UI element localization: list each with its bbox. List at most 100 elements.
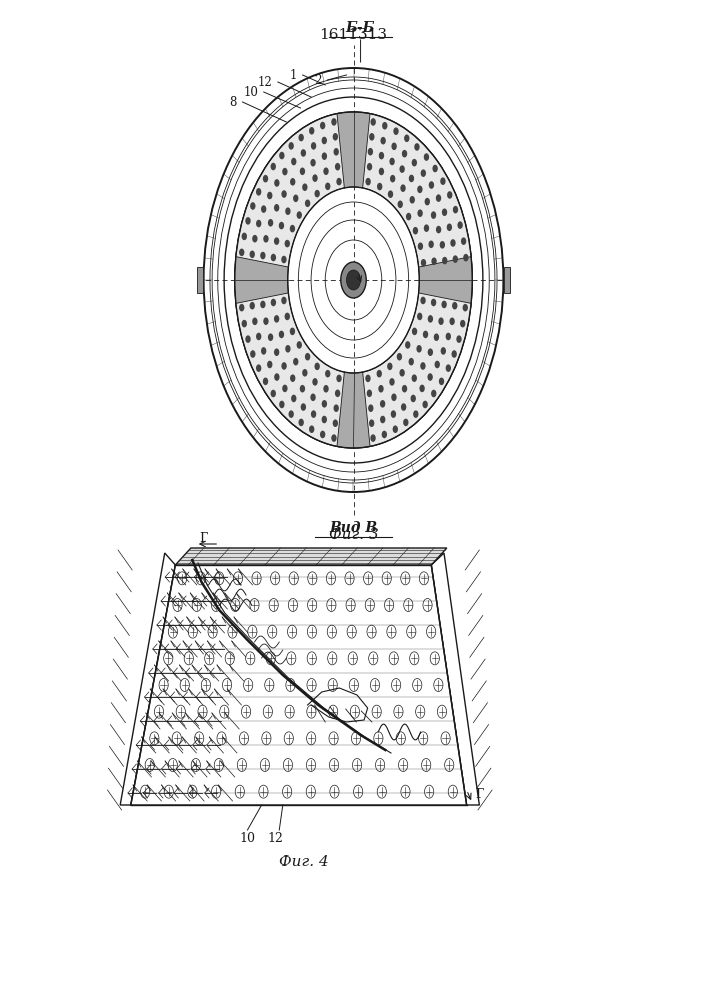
Text: Фиг. 4: Фиг. 4 bbox=[279, 855, 329, 869]
Circle shape bbox=[423, 401, 428, 408]
Polygon shape bbox=[337, 112, 370, 188]
Circle shape bbox=[431, 257, 437, 265]
Circle shape bbox=[309, 127, 315, 135]
Circle shape bbox=[452, 206, 458, 213]
Circle shape bbox=[300, 168, 305, 175]
Circle shape bbox=[290, 225, 295, 232]
Polygon shape bbox=[419, 257, 472, 303]
Circle shape bbox=[431, 390, 436, 397]
Circle shape bbox=[296, 211, 302, 219]
Circle shape bbox=[450, 318, 455, 325]
Circle shape bbox=[341, 262, 366, 298]
Circle shape bbox=[300, 385, 305, 392]
Circle shape bbox=[256, 333, 262, 340]
Circle shape bbox=[300, 403, 306, 411]
Circle shape bbox=[388, 190, 393, 198]
Circle shape bbox=[377, 183, 382, 190]
Circle shape bbox=[290, 328, 295, 335]
Polygon shape bbox=[361, 291, 472, 447]
Circle shape bbox=[305, 199, 310, 207]
Circle shape bbox=[242, 233, 247, 240]
Circle shape bbox=[267, 361, 272, 368]
Circle shape bbox=[279, 152, 284, 159]
Circle shape bbox=[452, 350, 457, 358]
Circle shape bbox=[323, 167, 329, 175]
Circle shape bbox=[377, 370, 382, 377]
Circle shape bbox=[392, 143, 397, 150]
Circle shape bbox=[322, 152, 327, 160]
Circle shape bbox=[290, 374, 296, 382]
Circle shape bbox=[417, 209, 423, 217]
Polygon shape bbox=[235, 113, 346, 269]
Circle shape bbox=[405, 341, 411, 349]
Circle shape bbox=[391, 393, 397, 401]
Circle shape bbox=[323, 385, 329, 393]
Circle shape bbox=[409, 196, 415, 204]
Circle shape bbox=[390, 175, 395, 182]
Circle shape bbox=[252, 235, 257, 242]
Polygon shape bbox=[361, 113, 472, 272]
Circle shape bbox=[281, 362, 287, 370]
Circle shape bbox=[370, 118, 376, 126]
Text: 2: 2 bbox=[315, 74, 322, 87]
Circle shape bbox=[380, 416, 385, 423]
Circle shape bbox=[281, 297, 286, 304]
Circle shape bbox=[412, 328, 417, 335]
Circle shape bbox=[413, 227, 418, 235]
Circle shape bbox=[397, 200, 403, 208]
Circle shape bbox=[440, 347, 446, 355]
Circle shape bbox=[302, 183, 308, 191]
Circle shape bbox=[291, 158, 296, 165]
Circle shape bbox=[293, 195, 298, 202]
Circle shape bbox=[440, 177, 445, 185]
Circle shape bbox=[420, 362, 426, 370]
Circle shape bbox=[310, 393, 316, 401]
Circle shape bbox=[379, 168, 384, 175]
Circle shape bbox=[268, 333, 274, 341]
Circle shape bbox=[447, 223, 452, 231]
Circle shape bbox=[450, 239, 456, 247]
Circle shape bbox=[421, 297, 426, 304]
Circle shape bbox=[390, 158, 395, 165]
Polygon shape bbox=[235, 291, 346, 447]
Circle shape bbox=[447, 191, 452, 199]
Circle shape bbox=[333, 419, 338, 427]
Polygon shape bbox=[235, 257, 288, 303]
Circle shape bbox=[298, 419, 304, 426]
Circle shape bbox=[346, 270, 361, 290]
Circle shape bbox=[252, 318, 257, 325]
Circle shape bbox=[311, 410, 316, 418]
Circle shape bbox=[417, 186, 423, 193]
Circle shape bbox=[368, 404, 373, 412]
Circle shape bbox=[423, 331, 428, 338]
Circle shape bbox=[452, 255, 458, 263]
Circle shape bbox=[411, 374, 417, 382]
Circle shape bbox=[411, 395, 416, 402]
Circle shape bbox=[279, 401, 284, 408]
Text: 1611313: 1611313 bbox=[320, 28, 387, 42]
Circle shape bbox=[417, 313, 422, 320]
Circle shape bbox=[367, 389, 372, 397]
Circle shape bbox=[245, 217, 251, 225]
Circle shape bbox=[418, 242, 423, 250]
Circle shape bbox=[379, 152, 384, 159]
Circle shape bbox=[288, 142, 294, 150]
Text: 12: 12 bbox=[268, 832, 284, 844]
Circle shape bbox=[367, 163, 372, 171]
Circle shape bbox=[334, 148, 339, 156]
Circle shape bbox=[421, 259, 426, 267]
Circle shape bbox=[409, 358, 414, 365]
Circle shape bbox=[399, 369, 405, 377]
Circle shape bbox=[400, 184, 406, 192]
Circle shape bbox=[242, 320, 247, 327]
Circle shape bbox=[296, 341, 302, 349]
Circle shape bbox=[366, 178, 370, 185]
Circle shape bbox=[368, 148, 373, 156]
Circle shape bbox=[325, 183, 330, 190]
Circle shape bbox=[332, 434, 337, 442]
Circle shape bbox=[332, 118, 337, 126]
Circle shape bbox=[334, 404, 339, 412]
Circle shape bbox=[442, 257, 448, 264]
Circle shape bbox=[261, 205, 267, 213]
Circle shape bbox=[250, 302, 255, 309]
